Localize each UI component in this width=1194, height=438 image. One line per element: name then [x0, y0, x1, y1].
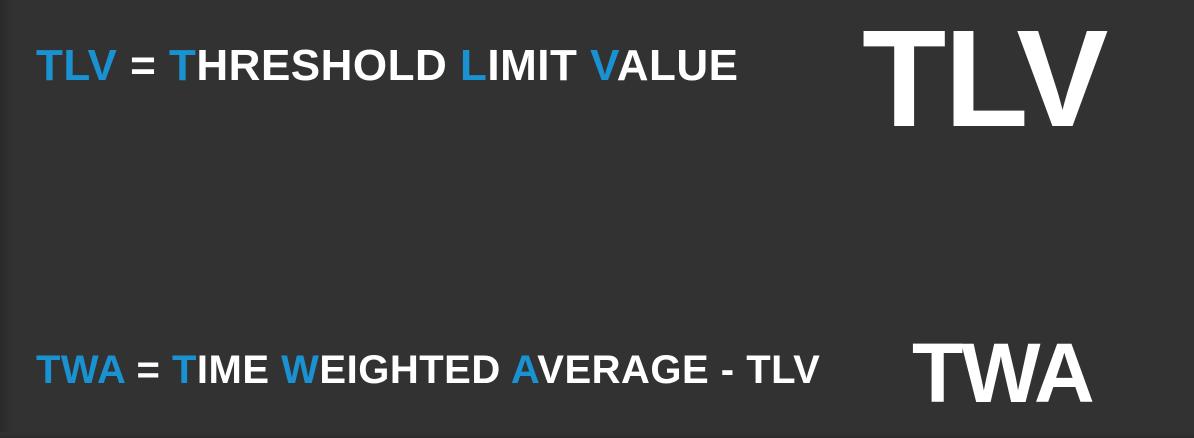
tlv-definition: TLV = THRESHOLD LIMIT VALUE: [36, 38, 738, 94]
initial-a: A: [510, 348, 538, 392]
initial-t: T: [171, 348, 197, 392]
word-value-rest: ALUE: [616, 41, 739, 90]
equals-sign: =: [124, 348, 172, 392]
twa-definition: TWA = TIME WEIGHTED AVERAGE - TLV: [36, 344, 820, 396]
twa-acronym: TWA: [36, 348, 125, 392]
word-limit-rest: IMIT: [487, 41, 591, 90]
word-average-rest: VERAGE - TLV: [537, 348, 821, 392]
tlv-acronym: TLV: [36, 41, 118, 90]
big-twa-title: TWA: [912, 326, 1095, 420]
word-threshold-rest: HRESHOLD: [196, 41, 461, 90]
initial-v: V: [590, 41, 617, 90]
slide-left-edge: [0, 0, 14, 438]
slide-bottom-edge: [0, 432, 1194, 438]
equals-sign: =: [117, 41, 169, 90]
initial-t: T: [169, 41, 197, 90]
word-weighted-rest: EIGHTED: [319, 348, 511, 392]
word-time-rest: IME: [196, 348, 282, 392]
initial-w: W: [281, 348, 320, 392]
big-tlv-title: TLV: [862, 2, 1108, 156]
initial-l: L: [460, 41, 488, 90]
